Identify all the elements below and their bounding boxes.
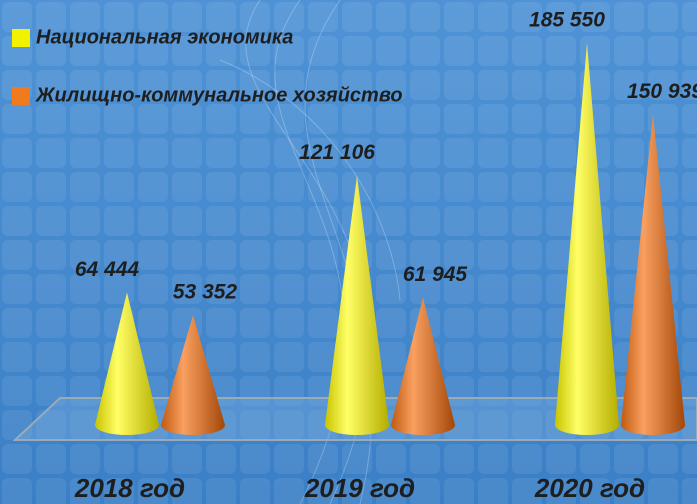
x-tick-label: 2019 год bbox=[304, 473, 415, 503]
data-label: 64 444 bbox=[75, 258, 140, 281]
legend-swatch bbox=[12, 29, 30, 47]
cone bbox=[325, 175, 389, 436]
data-label: 61 945 bbox=[403, 263, 468, 286]
x-tick-label: 2020 год bbox=[534, 473, 645, 503]
cone bbox=[95, 292, 159, 435]
cone bbox=[391, 297, 455, 435]
legend-label: Национальная экономика bbox=[36, 26, 293, 48]
legend-label: Жилищно-коммунальное хозяйство bbox=[35, 84, 403, 106]
cone bbox=[621, 114, 685, 436]
cone bbox=[161, 315, 225, 435]
data-label: 53 352 bbox=[173, 281, 238, 304]
legend-swatch bbox=[12, 87, 30, 105]
cone bbox=[555, 43, 619, 435]
data-label: 150 939 bbox=[627, 80, 697, 103]
data-label: 121 106 bbox=[299, 141, 375, 164]
data-label: 185 550 bbox=[529, 9, 605, 32]
x-tick-label: 2018 год bbox=[74, 473, 185, 503]
